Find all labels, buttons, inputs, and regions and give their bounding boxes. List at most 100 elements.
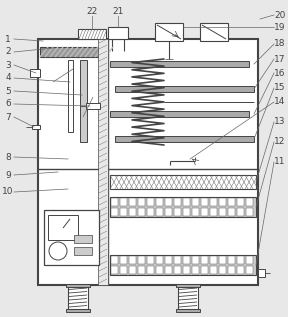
Bar	[147, 208, 154, 216]
Bar	[210, 266, 217, 274]
Bar	[237, 256, 244, 264]
Bar	[138, 256, 145, 264]
Bar	[156, 198, 163, 206]
Bar	[210, 256, 217, 264]
Bar	[201, 256, 208, 264]
Text: 6: 6	[5, 100, 11, 108]
Bar	[228, 256, 235, 264]
Text: 8: 8	[5, 152, 11, 161]
Bar	[176, 309, 200, 312]
Bar	[110, 197, 256, 217]
Bar	[120, 266, 127, 274]
Bar	[165, 198, 172, 206]
Bar	[40, 47, 107, 57]
Bar	[246, 198, 253, 206]
Text: 19: 19	[274, 23, 286, 31]
Bar	[246, 256, 253, 264]
Bar	[219, 266, 226, 274]
Bar	[156, 266, 163, 274]
Bar	[32, 125, 40, 129]
Bar	[165, 266, 172, 274]
Bar	[66, 284, 90, 287]
Bar	[246, 208, 253, 216]
Bar	[110, 175, 256, 189]
Bar	[44, 210, 99, 265]
Bar	[192, 266, 199, 274]
Bar	[176, 284, 200, 287]
Bar	[111, 256, 118, 264]
Bar	[110, 61, 249, 67]
Bar	[120, 256, 127, 264]
Text: 17: 17	[274, 55, 286, 63]
Text: 13: 13	[274, 118, 286, 126]
Bar	[111, 266, 118, 274]
Bar	[147, 198, 154, 206]
Bar	[219, 198, 226, 206]
Bar	[246, 266, 253, 274]
Bar	[174, 208, 181, 216]
Bar	[165, 256, 172, 264]
Text: 5: 5	[5, 87, 11, 95]
Bar	[174, 198, 181, 206]
Bar	[228, 208, 235, 216]
Text: 22: 22	[86, 8, 98, 16]
Bar	[120, 198, 127, 206]
Bar	[183, 208, 190, 216]
Bar	[228, 198, 235, 206]
Bar	[68, 287, 88, 309]
Bar	[66, 309, 90, 312]
Text: 16: 16	[274, 68, 286, 77]
Bar	[80, 60, 87, 142]
Bar	[129, 256, 136, 264]
Text: 3: 3	[5, 61, 11, 69]
Bar	[156, 256, 163, 264]
Bar	[115, 136, 254, 142]
Bar	[200, 23, 228, 41]
Bar	[210, 208, 217, 216]
Bar	[183, 198, 190, 206]
Bar	[111, 208, 118, 216]
Bar	[183, 256, 190, 264]
Bar	[155, 23, 183, 41]
Text: 21: 21	[112, 8, 124, 16]
Bar	[38, 39, 258, 285]
Bar	[108, 27, 128, 39]
Bar	[237, 266, 244, 274]
Bar	[228, 266, 235, 274]
Text: 2: 2	[5, 48, 11, 56]
Text: 18: 18	[274, 40, 286, 49]
Bar	[129, 208, 136, 216]
Bar	[174, 266, 181, 274]
Bar	[183, 266, 190, 274]
Bar	[192, 256, 199, 264]
Bar	[48, 215, 78, 240]
Bar	[138, 266, 145, 274]
Bar	[98, 39, 108, 285]
Bar	[86, 103, 100, 109]
Text: 9: 9	[5, 171, 11, 179]
Bar	[156, 208, 163, 216]
Bar	[68, 60, 73, 132]
Text: 4: 4	[5, 74, 11, 82]
Bar	[110, 111, 249, 117]
Text: 11: 11	[274, 158, 286, 166]
Bar	[237, 198, 244, 206]
Bar	[129, 198, 136, 206]
Bar	[165, 208, 172, 216]
Bar	[237, 208, 244, 216]
Text: 20: 20	[274, 10, 286, 20]
Text: 12: 12	[274, 138, 286, 146]
Bar	[74, 247, 92, 255]
Bar	[110, 255, 256, 275]
Bar	[129, 266, 136, 274]
Bar	[201, 266, 208, 274]
Bar	[111, 198, 118, 206]
Bar	[174, 256, 181, 264]
Bar	[178, 287, 198, 309]
Bar	[147, 256, 154, 264]
Bar	[78, 29, 106, 39]
Bar	[147, 266, 154, 274]
Text: 1: 1	[5, 35, 11, 43]
Bar	[74, 235, 92, 243]
Circle shape	[49, 242, 67, 260]
